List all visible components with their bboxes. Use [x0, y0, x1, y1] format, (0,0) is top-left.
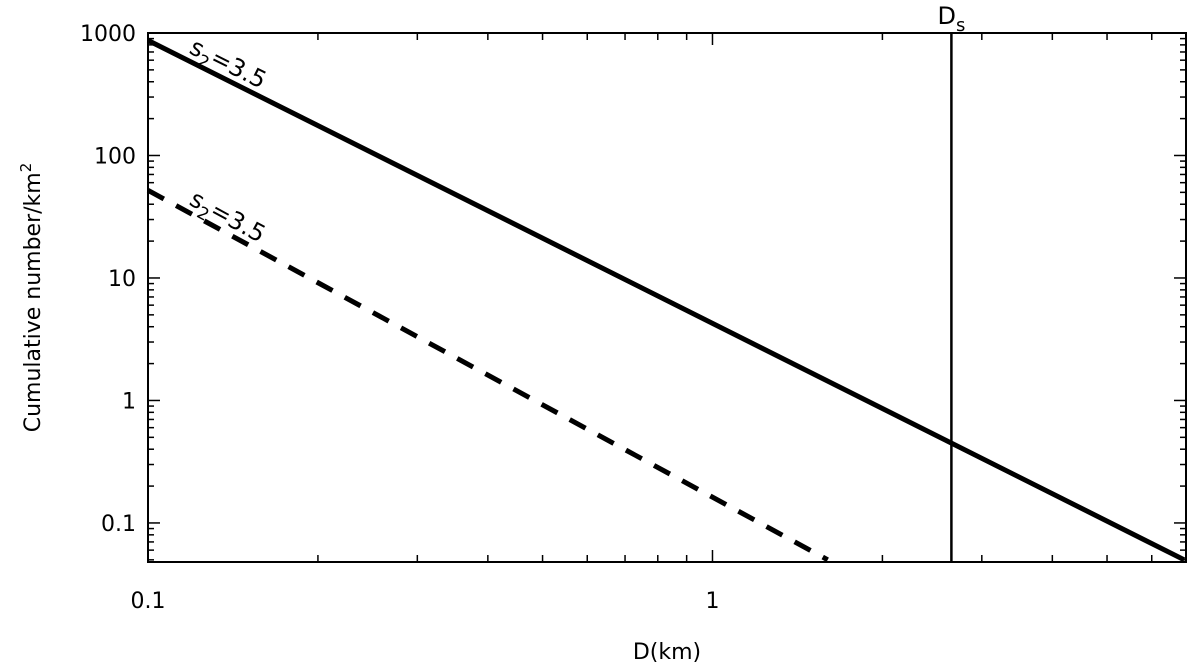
- series-dashed-line: [146, 188, 829, 562]
- y-tick-label: 100: [94, 144, 136, 169]
- y-tick-label: 1: [122, 389, 136, 414]
- series-lines: [146, 38, 1186, 563]
- y-tick-label: 10: [108, 267, 136, 292]
- plot-frame: [147, 32, 1187, 563]
- y-axis-title: Cumulative number/km2: [17, 163, 46, 433]
- y-tick-label: 1000: [80, 22, 136, 47]
- x-axis-title: D(km): [633, 640, 701, 665]
- tick-labels: 0.1 1 1000 100 10 1 0.1: [80, 22, 719, 614]
- ds-label: Ds: [937, 2, 965, 36]
- series-solid-line: [146, 38, 1186, 563]
- y-tick-label: 0.1: [101, 512, 136, 537]
- slope-label-solid: s2=3.5: [183, 33, 271, 100]
- slope-label-dashed: s2=3.5: [182, 185, 270, 254]
- x-tick-label: 1: [705, 589, 719, 614]
- x-tick-label: 0.1: [131, 589, 166, 614]
